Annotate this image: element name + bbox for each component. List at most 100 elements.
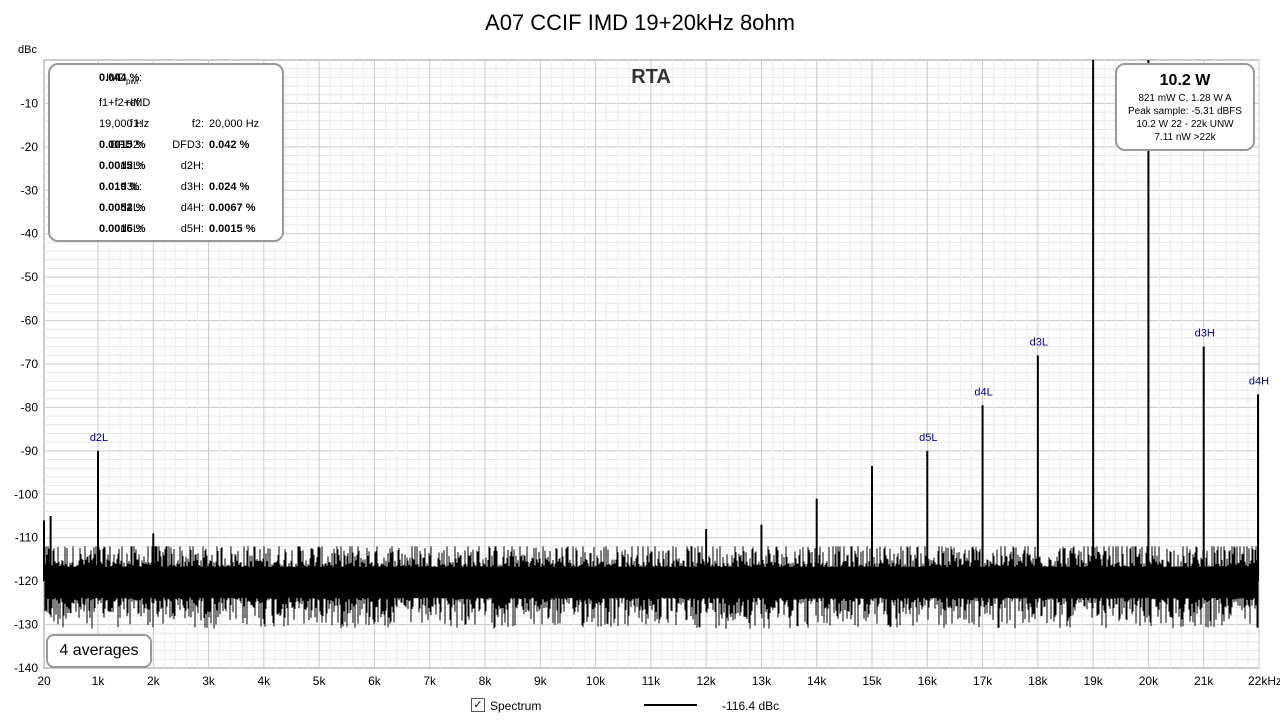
y-tick-label: -130 (14, 618, 38, 632)
x-tick-label: 11k (642, 674, 661, 688)
y-tick-labels: -10 -20 -30 -40 -50 -60 -70 -80 -90 -100 -110 -120 -… (14, 96, 38, 675)
power-main-value: 10.2 W (1159, 72, 1211, 89)
power-line-unweighted: 10.2 W 22 - 22k UNW (1136, 119, 1234, 130)
x-tick-label: 1k (92, 674, 106, 688)
power-panel: 10.2 W 821 mW C, 1.28 W A Peak sample: -… (1115, 63, 1255, 151)
y-tick-label: -120 (14, 574, 38, 588)
d2l-label: d2L: (120, 160, 142, 172)
d2h-label: d2H: (180, 160, 204, 172)
ref-label: ref: (126, 97, 142, 109)
imd-row-imd: IMDpwr: 0.044 % (50, 72, 282, 92)
d4l-value: 0.0052 % (99, 202, 146, 214)
d5h-label: d5H: (180, 223, 204, 235)
y-tick-label: -40 (21, 227, 39, 241)
y-tick-label: -30 (21, 183, 39, 197)
f1-label: f1: (129, 118, 142, 130)
x-tick-label: 12k (696, 674, 716, 688)
dfd2-label: DFD2: (110, 139, 142, 151)
d4h-label: d4H: (180, 202, 204, 214)
noise-floor-trace (44, 546, 1259, 629)
dfd3-label: DFD3: (172, 139, 204, 151)
d4l-label: d4L: (120, 202, 142, 214)
x-tick-label: 13k (752, 674, 772, 688)
f2-value: 20,000 Hz (209, 118, 260, 130)
x-tick-label: 14k (807, 674, 827, 688)
imd-pwr-label: IMDpwr: (105, 72, 142, 86)
imd-row-d2: d2L: 0.0015 % d2H: (50, 160, 282, 180)
x-tick-label: 7k (423, 674, 437, 688)
x-tick-label: 4k (258, 674, 272, 688)
f2-label: f2: (191, 118, 204, 130)
averages-badge: 4 averages (46, 634, 152, 668)
y-tick-label: -100 (14, 487, 38, 501)
y-tick-label: -90 (21, 444, 39, 458)
x-tick-label: 10k (586, 674, 606, 688)
y-tick-label: -140 (14, 661, 38, 675)
dfd3-value: 0.042 % (209, 139, 250, 151)
imd-results-panel: IMDpwr: 0.044 % ref: f1+f2+IMD f1: 19,00… (48, 63, 284, 242)
y-tick-label: -10 (21, 96, 39, 110)
d5l-label: d5L: (120, 223, 142, 235)
spectrum-checkbox[interactable]: ✓ (471, 698, 485, 712)
d5h-value: 0.0015 % (209, 223, 256, 235)
x-tick-label: 15k (862, 674, 882, 688)
d2l-value: 0.0015 % (99, 160, 146, 172)
d3l-label: d3L: (120, 181, 142, 193)
x-tick-labels: 20 1k 2k 3k 4k 5k 6k 7k 8k 9k 10k 11k 12k 13k 14k 15k 16… (37, 674, 1280, 688)
y-tick-label: -110 (15, 531, 38, 545)
x-tick-label: 5k (313, 674, 327, 688)
d3l-value: 0.019 % (99, 181, 140, 193)
x-tick-label: 22kHz (1248, 674, 1280, 688)
rta-label: RTA (631, 66, 671, 88)
noise-floor-path (44, 546, 1259, 629)
x-tick-label: 17k (973, 674, 993, 688)
imd-row-ref: ref: f1+f2+IMD (50, 97, 282, 117)
imd-row-dfd: DFD2: 0.0015 % DFD3: 0.042 % (50, 139, 282, 159)
imd-pwr-value: 0.044 % (99, 72, 140, 84)
d3h-label: d3H: (180, 181, 204, 193)
peak-label: d5L (919, 432, 937, 444)
imd-row-d3: d3L: 0.019 % d3H: 0.024 % (50, 181, 282, 201)
x-tick-label: 2k (147, 674, 161, 688)
y-tick-label: -50 (21, 270, 39, 284)
y-unit-label: dBc (18, 44, 37, 56)
spectrum-peaks (43, 60, 1259, 582)
legend-series-label: Spectrum (490, 699, 542, 713)
imd-row-f: f1: 19,000 Hz f2: 20,000 Hz (50, 118, 282, 138)
d3h-value: 0.024 % (209, 181, 250, 193)
x-tick-label: 21k (1194, 674, 1214, 688)
y-tick-label: -60 (21, 314, 39, 328)
power-line-weighted: 821 mW C, 1.28 W A (1138, 93, 1232, 104)
y-tick-label: -80 (21, 400, 39, 414)
power-line-peak: Peak sample: -5.31 dBFS (1128, 106, 1242, 117)
x-tick-label: 18k (1028, 674, 1048, 688)
ref-value: f1+f2+IMD (99, 97, 151, 109)
peak-label: d3L (1030, 336, 1048, 348)
x-tick-label: 9k (534, 674, 548, 688)
legend-line-swatch (644, 704, 697, 706)
y-tick-label: -70 (21, 357, 39, 371)
peak-label: d4H (1249, 375, 1269, 387)
x-tick-label: 19k (1083, 674, 1103, 688)
peak-label: d2L (90, 432, 108, 444)
imd-row-d4: d4L: 0.0052 % d4H: 0.0067 % (50, 202, 282, 222)
x-tick-label: 8k (479, 674, 493, 688)
d5l-value: 0.0016 % (99, 223, 146, 235)
peak-label: d3H (1195, 328, 1215, 340)
x-tick-label: 20k (1139, 674, 1159, 688)
peak-label: d4L (974, 386, 992, 398)
imd-row-d5: d5L: 0.0016 % d5H: 0.0015 % (50, 223, 282, 243)
peak-labels: d2L d5L d4L d3L d3H d4H (90, 328, 1269, 444)
f1-value: 19,000 Hz (99, 118, 150, 130)
x-tick-label: 6k (368, 674, 382, 688)
dfd2-value: 0.0015 % (99, 139, 146, 151)
x-tick-label: 16k (918, 674, 938, 688)
d4h-value: 0.0067 % (209, 202, 256, 214)
power-line-above: 7.11 nW >22k (1154, 132, 1216, 143)
legend-value: -116.4 dBc (722, 699, 780, 713)
x-tick-label: 20 (37, 674, 51, 688)
x-tick-label: 3k (202, 674, 216, 688)
chart-title: A07 CCIF IMD 19+20kHz 8ohm (485, 10, 795, 35)
y-tick-label: -20 (21, 140, 39, 154)
